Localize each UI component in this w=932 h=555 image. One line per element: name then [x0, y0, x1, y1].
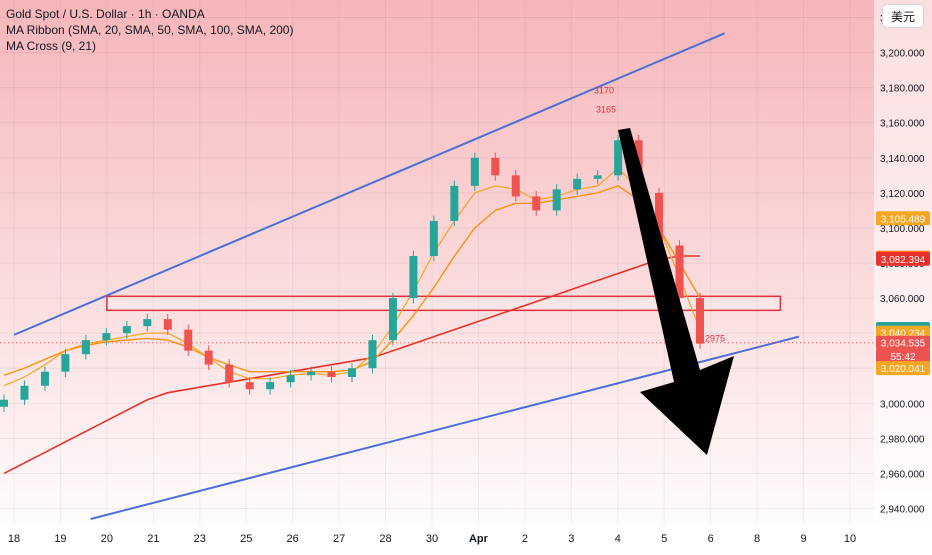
- annotation-label: 3165: [596, 105, 616, 115]
- candle-body: [163, 319, 172, 330]
- x-tick-label: 21: [147, 533, 159, 545]
- x-tick-label: 4: [615, 533, 621, 545]
- y-tick-label: 3,180.000: [880, 84, 925, 95]
- x-tick-label: 19: [54, 533, 66, 545]
- y-tick-label: 3,160.000: [880, 119, 925, 130]
- x-tick-label: 10: [844, 533, 856, 545]
- x-tick-label: 5: [661, 533, 667, 545]
- symbol-title[interactable]: Gold Spot / U.S. Dollar · 1h · OANDA: [6, 7, 205, 21]
- candle-body: [266, 382, 275, 390]
- candle-body: [81, 340, 90, 355]
- y-tick-label: 2,940.000: [880, 504, 925, 515]
- price-tag-label: 3,034.535: [881, 339, 926, 350]
- x-tick-label: 30: [426, 533, 438, 545]
- candle-body: [184, 329, 193, 351]
- currency-button[interactable]: 美元: [882, 4, 924, 28]
- candle-body: [573, 178, 582, 190]
- x-tick-label: 18: [8, 533, 20, 545]
- candle-body: [20, 385, 29, 400]
- x-tick-label: 3: [568, 533, 574, 545]
- x-tick-label: 23: [194, 533, 206, 545]
- price-tag: [876, 348, 930, 363]
- ma-cross-indicator[interactable]: MA Cross (9, 21): [6, 39, 97, 53]
- x-tick-label: Apr: [469, 533, 489, 545]
- candle-body: [225, 364, 234, 383]
- candle-body: [532, 196, 541, 211]
- candle-body: [286, 375, 295, 383]
- candle-body: [470, 157, 479, 186]
- forecast-arrow: [618, 128, 734, 455]
- annotation-label: 3170: [594, 86, 614, 96]
- price-axis: [874, 0, 932, 550]
- x-tick-label: 20: [101, 533, 113, 545]
- ma-slow-line: [3, 255, 700, 475]
- candle-body: [511, 175, 520, 197]
- channel-upper-line: [13, 32, 725, 336]
- candle-body: [368, 340, 377, 369]
- candle-body: [122, 326, 131, 334]
- candle-body: [61, 354, 70, 372]
- candle-body: [204, 350, 213, 365]
- candle-body: [409, 255, 418, 299]
- candle-body: [614, 140, 623, 176]
- candle-body: [491, 157, 500, 176]
- candle-body: [593, 175, 602, 179]
- chart-legend: Gold Spot / U.S. Dollar · 1h · OANDA MA …: [6, 6, 293, 54]
- candle-body: [552, 189, 561, 211]
- y-tick-label: 3,000.000: [880, 399, 925, 410]
- candle-body: [327, 371, 336, 377]
- candle-body: [245, 382, 254, 390]
- candle-body: [102, 333, 111, 341]
- price-tag: [876, 251, 930, 266]
- candle-body: [388, 298, 397, 341]
- price-tag: [876, 211, 930, 226]
- x-tick-label: 2: [522, 533, 528, 545]
- x-tick-label: 6: [708, 533, 714, 545]
- candle-body: [348, 368, 356, 377]
- candle-body: [655, 192, 664, 246]
- price-tag-label: 3,082.394: [881, 255, 926, 266]
- price-tag-label: 3,040.234: [881, 329, 926, 340]
- y-tick-label: 2,960.000: [880, 469, 925, 480]
- y-tick-label: 3,100.000: [880, 224, 925, 235]
- candle-body: [675, 245, 684, 299]
- resistance-zone: [106, 295, 782, 312]
- x-tick-label: 25: [240, 533, 252, 545]
- price-tag: [876, 361, 930, 376]
- y-tick-label: 3,200.000: [880, 49, 925, 60]
- x-tick-label: 26: [287, 533, 299, 545]
- y-tick-label: 3,120.000: [880, 189, 925, 200]
- price-tag-label: 3,105.489: [881, 214, 926, 225]
- candle-body: [40, 371, 49, 386]
- x-tick-label: 8: [754, 533, 760, 545]
- x-tick-label: 28: [379, 533, 391, 545]
- candle-body: [429, 220, 438, 256]
- price-tag: [876, 335, 930, 350]
- candle-body: [143, 319, 152, 327]
- x-tick-label: 9: [800, 533, 806, 545]
- candle-body: [307, 371, 316, 376]
- price-tag-label: 3,020.041: [881, 364, 926, 375]
- y-tick-label: 2,980.000: [880, 434, 925, 445]
- price-tag-label: 55:42: [890, 352, 915, 363]
- time-axis: [0, 526, 932, 550]
- y-tick-label: 3,060.000: [880, 294, 925, 305]
- y-tick-label: 3,140.000: [880, 154, 925, 165]
- candle-body: [0, 399, 8, 407]
- x-tick-label: 27: [333, 533, 345, 545]
- ma-ribbon-indicator[interactable]: MA Ribbon (SMA, 20, SMA, 50, SMA, 100, S…: [6, 23, 294, 37]
- candle-body: [450, 185, 459, 221]
- candle-body: [696, 298, 704, 344]
- annotation-label: 2975: [705, 333, 725, 343]
